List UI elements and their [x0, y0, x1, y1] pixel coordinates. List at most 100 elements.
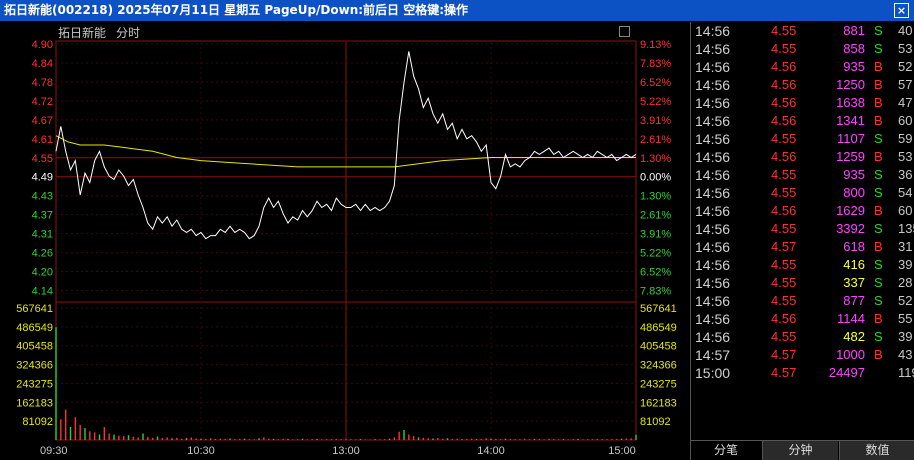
pct-tick-label: 7.83%	[640, 286, 671, 298]
tick-price: 4.55	[771, 257, 797, 272]
volume-bar	[630, 438, 632, 440]
tick-row[interactable]: 14:56 4.57 618 B 31	[691, 238, 914, 256]
close-icon[interactable]: ×	[894, 3, 909, 18]
volume-bar	[238, 438, 241, 440]
volume-bar	[296, 439, 299, 440]
tick-volume: 482	[843, 329, 865, 344]
volume-bar	[272, 438, 275, 440]
volume-bar	[611, 439, 613, 440]
price-tick-label: 4.31	[32, 229, 53, 241]
volume-bar	[147, 436, 149, 440]
volume-bar	[538, 439, 541, 440]
price-tick-label: 4.67	[32, 115, 53, 127]
tick-row[interactable]: 15:00 4.57 24497 1194	[691, 364, 914, 382]
tick-row[interactable]: 14:57 4.57 1000 B 43	[691, 346, 914, 364]
volume-bar	[615, 438, 618, 440]
tick-row[interactable]: 14:56 4.55 877 S 52	[691, 292, 914, 310]
volume-bar	[277, 439, 280, 440]
volume-bar	[248, 439, 251, 440]
intraday-chart-panel[interactable]: 拓日新能 分时 4.90 9.13% 4.84 7.83% 4.78 6.52% 4.72 5…	[0, 22, 690, 460]
volume-bar	[635, 434, 637, 440]
time-axis-label: 14:00	[477, 445, 505, 457]
tick-volume: 337	[843, 275, 865, 290]
volume-bar	[451, 438, 454, 440]
tick-row[interactable]: 14:56 4.56 1638 B 47	[691, 94, 914, 112]
volume-bar	[577, 438, 579, 440]
tick-time: 14:57	[695, 347, 731, 363]
volume-bar	[533, 438, 536, 440]
tick-price: 4.56	[771, 95, 797, 110]
tick-volume: 1341	[836, 113, 865, 128]
volume-bar	[490, 438, 492, 440]
tick-row[interactable]: 14:56 4.55 416 S 39	[691, 256, 914, 274]
volume-bar	[432, 438, 434, 440]
tick-price: 4.56	[771, 149, 797, 164]
volume-tick-label-right: 486549	[640, 322, 677, 334]
tick-direction: B	[874, 203, 883, 218]
tick-row[interactable]: 14:56 4.55 800 S 54	[691, 184, 914, 202]
volume-bar	[461, 439, 463, 440]
volume-bar	[383, 439, 386, 440]
tick-volume: 1259	[836, 149, 865, 164]
tab-ticks[interactable]: 分笔	[691, 441, 761, 460]
tick-time: 14:56	[695, 59, 731, 75]
tick-row[interactable]: 14:56 4.56 1144 B 55	[691, 310, 914, 328]
volume-bar	[543, 439, 545, 440]
tick-row[interactable]: 14:56 4.55 337 S 28	[691, 274, 914, 292]
tick-row[interactable]: 14:56 4.56 1341 B 60	[691, 112, 914, 130]
volume-bar	[427, 438, 429, 440]
tick-volume: 1107	[837, 131, 865, 146]
window-titlebar: 拓日新能(002218) 2025年07月11日 星期五 PageUp/Down…	[0, 0, 914, 21]
price-tick-label: 4.72	[32, 96, 53, 108]
price-tick-label: 4.55	[32, 153, 53, 165]
volume-bar	[69, 426, 72, 440]
volume-bar	[422, 437, 425, 440]
volume-tick-label-right: 81092	[640, 416, 671, 428]
tick-direction: B	[874, 149, 883, 164]
tick-time: 14:56	[695, 41, 731, 57]
volume-bar	[374, 439, 376, 440]
volume-tick-label-right: 567641	[640, 303, 677, 315]
chart-maximize-icon[interactable]	[619, 26, 630, 37]
volume-bar	[412, 436, 415, 440]
price-tick-label: 4.49	[32, 172, 53, 184]
tick-row[interactable]: 14:56 4.56 1250 B 57	[691, 76, 914, 94]
tick-row[interactable]: 14:56 4.55 1107 S 59	[691, 130, 914, 148]
tick-direction: S	[874, 275, 883, 290]
volume-bar	[161, 438, 164, 440]
tab-values[interactable]: 数值	[840, 441, 914, 460]
volume-bar	[528, 439, 531, 440]
tick-direction: B	[874, 311, 883, 326]
volume-bar	[306, 439, 309, 440]
price-tick-label: 4.78	[32, 77, 53, 89]
tick-volume: 1638	[836, 95, 865, 110]
tick-row[interactable]: 14:56 4.55 935 S 36	[691, 166, 914, 184]
tick-row[interactable]: 14:56 4.56 1259 B 53	[691, 148, 914, 166]
tick-volume: 416	[843, 257, 865, 272]
tick-row[interactable]: 14:56 4.56 935 B 52	[691, 58, 914, 76]
tick-count: 53	[898, 41, 913, 56]
tick-row[interactable]: 14:56 4.56 1629 B 60	[691, 202, 914, 220]
tick-row[interactable]: 14:56 4.55 858 S 53	[691, 40, 914, 58]
tick-row[interactable]: 14:56 4.55 482 S 39	[691, 328, 914, 346]
tick-count: 36	[898, 167, 913, 182]
tick-direction: S	[874, 167, 883, 182]
volume-bar	[127, 435, 130, 440]
tab-minutes[interactable]: 分钟	[763, 441, 838, 460]
tick-volume: 935	[843, 167, 865, 182]
tick-row[interactable]: 14:56 4.55 3392 S 135	[691, 220, 914, 238]
price-tick-label: 4.61	[32, 134, 53, 146]
intraday-chart[interactable]: 4.90 9.13% 4.84 7.83% 4.78 6.52% 4.72 5.22% 4.67…	[0, 22, 690, 460]
tick-time: 14:56	[695, 311, 731, 327]
tick-price: 4.55	[771, 293, 797, 308]
volume-bar	[166, 437, 168, 440]
time-axis-label: 15:00	[608, 445, 636, 457]
volume-bar	[103, 426, 106, 440]
tick-count: 1194	[898, 365, 914, 380]
tick-row[interactable]: 14:56 4.55 881 S 40	[691, 22, 914, 40]
pct-tick-label: 6.52%	[640, 77, 671, 89]
price-tick-label: 4.14	[32, 286, 53, 298]
volume-bar	[519, 439, 521, 440]
tick-list-panel[interactable]: 14:56 4.55 881 S 40 14:56 4.55 858 S 53 14:56 4.56 9…	[690, 22, 914, 460]
volume-bar	[379, 439, 381, 440]
